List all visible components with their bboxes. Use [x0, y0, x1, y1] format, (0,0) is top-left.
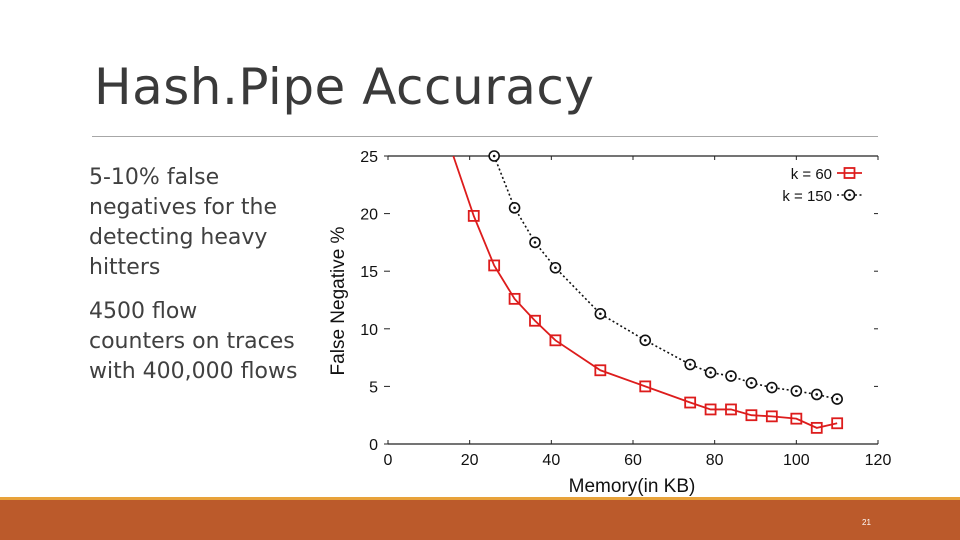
data-point-k150-dot	[835, 397, 839, 401]
data-point-k60	[810, 421, 823, 434]
data-point-k150-dot	[815, 393, 819, 396]
x-tick-label: 20	[461, 452, 479, 469]
y-axis-label: False Negative %	[328, 226, 349, 375]
footer-bar	[0, 500, 960, 540]
data-point-k60	[790, 412, 803, 425]
x-tick-label: 60	[624, 452, 642, 469]
legend-label: k = 60	[791, 166, 832, 183]
data-point-k150-dot	[770, 386, 774, 389]
chart-series	[452, 150, 844, 434]
x-tick-label: 100	[783, 452, 810, 469]
bullet-flow-counters: 4500 flow counters on traces with 400,00…	[89, 299, 298, 384]
data-point-k150-dot	[795, 389, 798, 393]
data-point-k150-dot	[554, 266, 557, 270]
x-axis-label: Memory(in KB)	[569, 476, 696, 497]
series-line-k60	[452, 156, 838, 429]
data-point-k60	[549, 334, 562, 347]
data-point-k60	[831, 417, 844, 430]
x-tick-label: 80	[706, 452, 724, 469]
data-point-k150-dot	[688, 363, 692, 366]
legend-label: k = 150	[782, 188, 832, 205]
legend-marker-k150-dot	[848, 193, 851, 197]
data-point-k60	[594, 364, 607, 377]
data-point-k150-dot	[533, 241, 537, 244]
x-tick-label: 120	[865, 452, 892, 469]
data-point-k60	[745, 409, 758, 422]
data-point-k150-dot	[513, 206, 516, 210]
legend-marker-k60	[843, 167, 856, 179]
data-point-k60	[639, 380, 652, 393]
y-tick-label: 0	[369, 437, 378, 454]
data-point-k60	[725, 403, 737, 416]
data-point-k60	[488, 259, 501, 272]
y-tick-label: 5	[369, 379, 378, 396]
data-point-k150-dot	[709, 371, 712, 374]
y-tick-label: 25	[360, 149, 378, 166]
data-point-k150-dot	[599, 312, 602, 316]
data-point-k60	[684, 396, 697, 409]
data-point-k150-dot	[750, 381, 753, 385]
data-point-k60	[467, 210, 480, 222]
bullet-false-negatives: 5-10% false negatives for the detecting …	[89, 165, 278, 280]
data-point-k150-dot	[492, 154, 496, 158]
data-point-k60	[765, 410, 778, 423]
data-point-k150-dot	[643, 339, 647, 342]
y-tick-label: 15	[360, 264, 378, 281]
y-tick-label: 10	[360, 322, 378, 339]
data-point-k60	[529, 314, 541, 327]
data-point-k60	[508, 292, 521, 305]
chart-axes: 0 20 40 60 80 100 120 0 5 10 15 20 25	[360, 149, 891, 469]
x-tick-label: 40	[542, 452, 560, 469]
data-point-k60	[704, 403, 717, 416]
data-point-k150-dot	[729, 374, 733, 378]
title-divider	[92, 136, 878, 137]
y-tick-label: 20	[360, 207, 378, 224]
page-number: 21	[862, 518, 871, 527]
chart-legend: k = 60 k = 150	[782, 166, 862, 205]
x-tick-label: 0	[384, 452, 393, 469]
footer-accent-line	[0, 497, 960, 501]
slide-title: Hash.Pipe Accuracy	[94, 58, 595, 116]
